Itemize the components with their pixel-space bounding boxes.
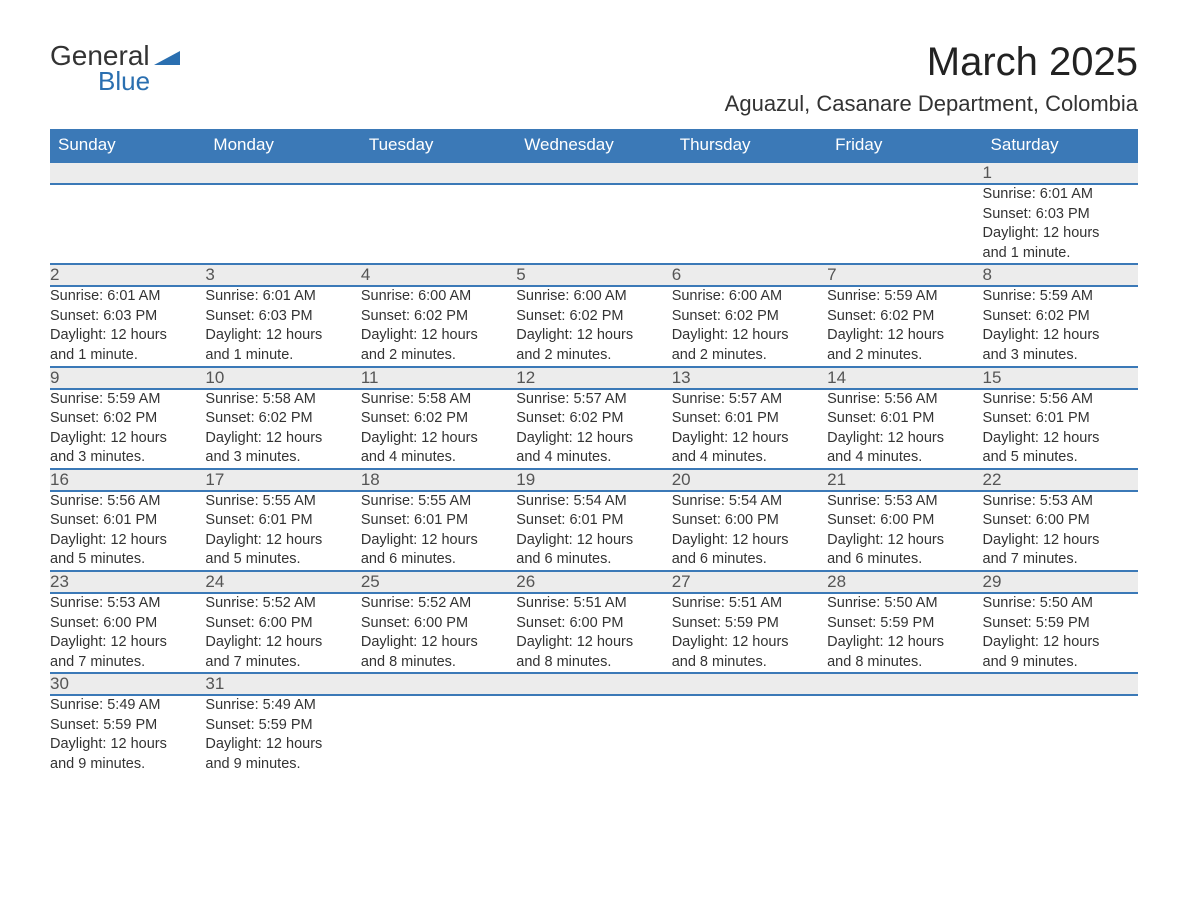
day-number-cell <box>50 162 205 184</box>
day-info-cell <box>983 695 1138 774</box>
day-info-cell: Sunrise: 5:58 AMSunset: 6:02 PMDaylight:… <box>361 389 516 469</box>
calendar-table: SundayMondayTuesdayWednesdayThursdayFrid… <box>50 129 1138 775</box>
day-number-cell: 28 <box>827 571 982 593</box>
day-number-cell: 23 <box>50 571 205 593</box>
day-number-cell: 27 <box>672 571 827 593</box>
day-number-cell: 3 <box>205 264 360 286</box>
day-number-cell: 6 <box>672 264 827 286</box>
day-info-cell: Sunrise: 6:00 AMSunset: 6:02 PMDaylight:… <box>672 286 827 366</box>
day-info-cell: Sunrise: 5:53 AMSunset: 6:00 PMDaylight:… <box>50 593 205 673</box>
day-number-cell: 7 <box>827 264 982 286</box>
day-info-cell: Sunrise: 6:01 AMSunset: 6:03 PMDaylight:… <box>50 286 205 366</box>
day-info-cell: Sunrise: 5:59 AMSunset: 6:02 PMDaylight:… <box>983 286 1138 366</box>
day-info-cell: Sunrise: 6:01 AMSunset: 6:03 PMDaylight:… <box>983 184 1138 264</box>
day-number-cell: 11 <box>361 367 516 389</box>
day-number-cell: 10 <box>205 367 360 389</box>
day-number-cell <box>827 162 982 184</box>
day-info-cell: Sunrise: 5:55 AMSunset: 6:01 PMDaylight:… <box>205 491 360 571</box>
day-info-cell: Sunrise: 5:53 AMSunset: 6:00 PMDaylight:… <box>983 491 1138 571</box>
day-number-cell: 8 <box>983 264 1138 286</box>
day-number-cell: 2 <box>50 264 205 286</box>
day-info-cell: Sunrise: 5:55 AMSunset: 6:01 PMDaylight:… <box>361 491 516 571</box>
day-info-cell: Sunrise: 5:56 AMSunset: 6:01 PMDaylight:… <box>827 389 982 469</box>
day-number-cell <box>827 673 982 695</box>
day-info-cell: Sunrise: 5:52 AMSunset: 6:00 PMDaylight:… <box>205 593 360 673</box>
day-number-cell: 29 <box>983 571 1138 593</box>
day-info-cell: Sunrise: 6:00 AMSunset: 6:02 PMDaylight:… <box>361 286 516 366</box>
day-info-cell: Sunrise: 5:50 AMSunset: 5:59 PMDaylight:… <box>827 593 982 673</box>
day-number-cell: 25 <box>361 571 516 593</box>
day-number-cell <box>672 162 827 184</box>
day-info-cell: Sunrise: 5:56 AMSunset: 6:01 PMDaylight:… <box>983 389 1138 469</box>
day-number-cell <box>361 673 516 695</box>
day-number-cell: 31 <box>205 673 360 695</box>
weekday-header: Tuesday <box>361 129 516 162</box>
day-info-cell: Sunrise: 5:56 AMSunset: 6:01 PMDaylight:… <box>50 491 205 571</box>
day-number-cell <box>516 162 671 184</box>
day-number-cell <box>516 673 671 695</box>
location: Aguazul, Casanare Department, Colombia <box>725 91 1138 117</box>
day-info-cell: Sunrise: 5:57 AMSunset: 6:01 PMDaylight:… <box>672 389 827 469</box>
day-info-cell: Sunrise: 5:57 AMSunset: 6:02 PMDaylight:… <box>516 389 671 469</box>
day-number-cell: 14 <box>827 367 982 389</box>
day-info-cell: Sunrise: 5:59 AMSunset: 6:02 PMDaylight:… <box>827 286 982 366</box>
weekday-header: Wednesday <box>516 129 671 162</box>
day-info-cell: Sunrise: 5:59 AMSunset: 6:02 PMDaylight:… <box>50 389 205 469</box>
day-number-cell: 30 <box>50 673 205 695</box>
day-info-cell <box>516 695 671 774</box>
day-info-cell <box>361 695 516 774</box>
day-number-cell: 19 <box>516 469 671 491</box>
day-number-cell: 15 <box>983 367 1138 389</box>
weekday-header: Friday <box>827 129 982 162</box>
day-info-cell <box>516 184 671 264</box>
day-number-cell: 24 <box>205 571 360 593</box>
day-number-cell: 20 <box>672 469 827 491</box>
day-info-cell <box>827 184 982 264</box>
day-info-cell <box>205 184 360 264</box>
day-info-cell <box>361 184 516 264</box>
day-number-cell: 5 <box>516 264 671 286</box>
day-number-cell: 21 <box>827 469 982 491</box>
day-info-cell <box>50 184 205 264</box>
day-info-cell: Sunrise: 5:49 AMSunset: 5:59 PMDaylight:… <box>205 695 360 774</box>
day-number-cell: 12 <box>516 367 671 389</box>
weekday-header: Monday <box>205 129 360 162</box>
day-info-cell: Sunrise: 5:50 AMSunset: 5:59 PMDaylight:… <box>983 593 1138 673</box>
weekday-header-row: SundayMondayTuesdayWednesdayThursdayFrid… <box>50 129 1138 162</box>
day-number-cell <box>983 673 1138 695</box>
brand-flag-icon <box>154 45 180 65</box>
page-title: March 2025 <box>725 40 1138 85</box>
day-info-cell <box>827 695 982 774</box>
day-info-cell: Sunrise: 5:54 AMSunset: 6:00 PMDaylight:… <box>672 491 827 571</box>
day-info-cell <box>672 184 827 264</box>
day-info-cell: Sunrise: 5:49 AMSunset: 5:59 PMDaylight:… <box>50 695 205 774</box>
day-info-cell: Sunrise: 5:53 AMSunset: 6:00 PMDaylight:… <box>827 491 982 571</box>
day-number-cell <box>205 162 360 184</box>
weekday-header: Thursday <box>672 129 827 162</box>
day-number-cell <box>361 162 516 184</box>
day-info-cell: Sunrise: 5:51 AMSunset: 5:59 PMDaylight:… <box>672 593 827 673</box>
brand-name-2: Blue <box>98 66 150 97</box>
day-info-cell: Sunrise: 5:54 AMSunset: 6:01 PMDaylight:… <box>516 491 671 571</box>
day-info-cell: Sunrise: 5:51 AMSunset: 6:00 PMDaylight:… <box>516 593 671 673</box>
weekday-header: Sunday <box>50 129 205 162</box>
day-number-cell <box>672 673 827 695</box>
day-number-cell: 26 <box>516 571 671 593</box>
day-number-cell: 22 <box>983 469 1138 491</box>
day-number-cell: 17 <box>205 469 360 491</box>
day-info-cell <box>672 695 827 774</box>
day-info-cell: Sunrise: 5:58 AMSunset: 6:02 PMDaylight:… <box>205 389 360 469</box>
day-number-cell: 9 <box>50 367 205 389</box>
day-number-cell: 16 <box>50 469 205 491</box>
day-number-cell: 18 <box>361 469 516 491</box>
day-info-cell: Sunrise: 6:01 AMSunset: 6:03 PMDaylight:… <box>205 286 360 366</box>
day-number-cell: 1 <box>983 162 1138 184</box>
brand-logo: General Blue <box>50 40 180 97</box>
day-number-cell: 13 <box>672 367 827 389</box>
day-info-cell: Sunrise: 5:52 AMSunset: 6:00 PMDaylight:… <box>361 593 516 673</box>
day-number-cell: 4 <box>361 264 516 286</box>
day-info-cell: Sunrise: 6:00 AMSunset: 6:02 PMDaylight:… <box>516 286 671 366</box>
header: General Blue March 2025 Aguazul, Casanar… <box>50 40 1138 117</box>
weekday-header: Saturday <box>983 129 1138 162</box>
